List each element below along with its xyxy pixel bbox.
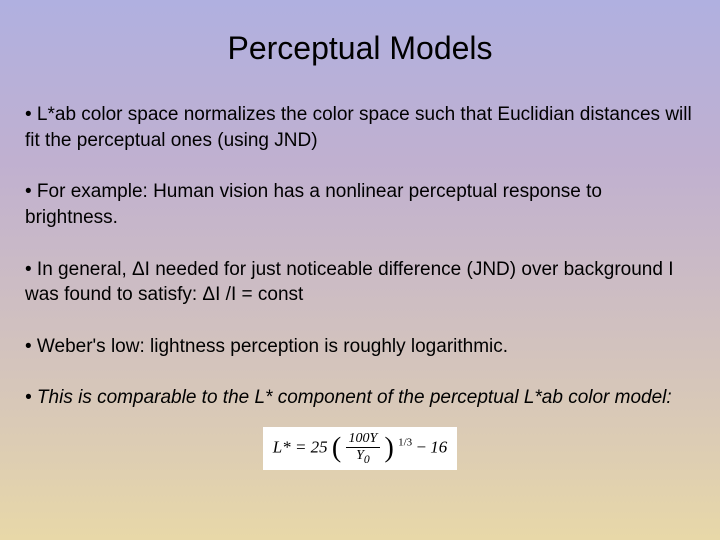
formula-coefficient: 25	[311, 437, 328, 456]
slide-container: Perceptual Models • L*ab color space nor…	[0, 0, 720, 540]
bullet-5: • This is comparable to the L* component…	[25, 385, 695, 411]
formula-fraction: 100Y Y0	[346, 431, 381, 466]
formula-lhs: L*	[273, 437, 291, 456]
formula-container: L* = 25 ( 100Y Y0 ) 1/3 − 16	[25, 427, 695, 470]
slide-title: Perceptual Models	[85, 30, 635, 67]
formula-constant: 16	[430, 437, 447, 456]
formula-denominator: Y0	[346, 448, 381, 466]
left-paren: (	[332, 433, 341, 464]
minus-sign: −	[416, 437, 430, 456]
bullet-2: • For example: Human vision has a nonlin…	[25, 179, 695, 230]
equals-sign: =	[295, 437, 311, 456]
formula-exponent: 1/3	[398, 437, 412, 449]
right-paren: )	[385, 433, 394, 464]
formula-numerator: 100Y	[346, 431, 381, 448]
formula-box: L* = 25 ( 100Y Y0 ) 1/3 − 16	[263, 427, 458, 470]
bullet-4: • Weber's low: lightness perception is r…	[25, 334, 695, 360]
bullet-3: • In general, ΔI needed for just noticea…	[25, 257, 695, 308]
bullet-1: • L*ab color space normalizes the color …	[25, 102, 695, 153]
